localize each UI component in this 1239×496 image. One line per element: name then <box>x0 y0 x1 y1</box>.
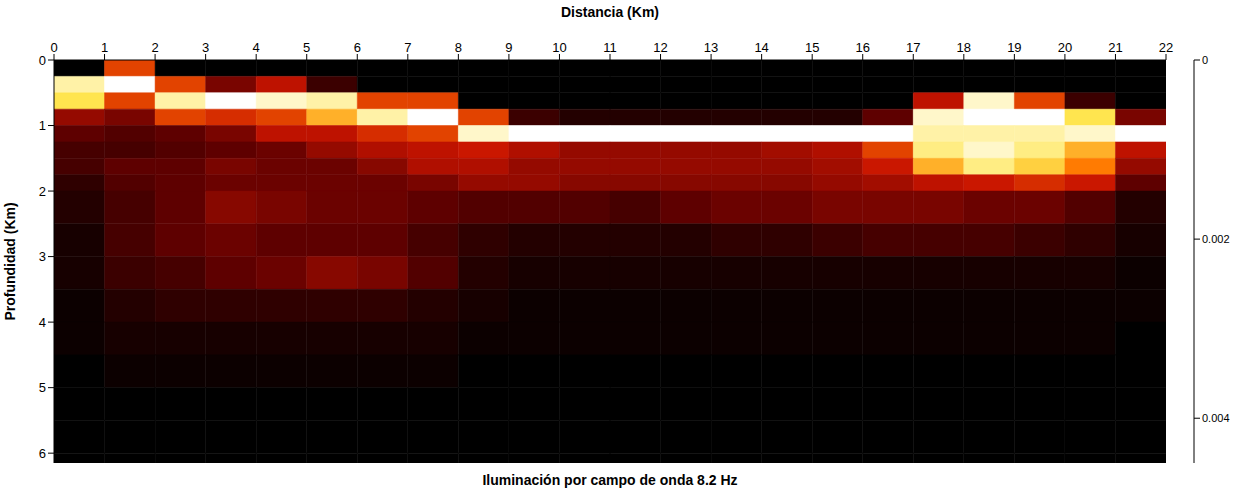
svg-text:Distancia (Km): Distancia (Km) <box>561 4 659 20</box>
svg-text:3: 3 <box>39 249 46 264</box>
svg-text:13: 13 <box>704 40 718 55</box>
svg-text:12: 12 <box>653 40 667 55</box>
svg-text:0.002: 0.002 <box>1202 233 1230 245</box>
svg-text:2: 2 <box>151 40 158 55</box>
svg-text:6: 6 <box>354 40 361 55</box>
html-text:Iluminación por campo de onda: Iluminación por campo de onda 8.2 Hz <box>482 472 738 488</box>
svg-text:22: 22 <box>1159 40 1173 55</box>
svg-text:6: 6 <box>39 446 46 461</box>
svg-text:3: 3 <box>202 40 209 55</box>
svg-text:8: 8 <box>455 40 462 55</box>
svg-text:18: 18 <box>957 40 971 55</box>
svg-text:9: 9 <box>505 40 512 55</box>
svg-text:11: 11 <box>603 40 617 55</box>
svg-text:1: 1 <box>101 40 108 55</box>
svg-text:5: 5 <box>39 380 46 395</box>
svg-text:5: 5 <box>303 40 310 55</box>
svg-text:15: 15 <box>805 40 819 55</box>
svg-text:0.004: 0.004 <box>1202 412 1230 424</box>
svg-text:0: 0 <box>1202 54 1208 66</box>
svg-text:4: 4 <box>39 315 46 330</box>
svg-text:0: 0 <box>39 53 46 68</box>
svg-text:20: 20 <box>1058 40 1072 55</box>
svg-text:4: 4 <box>253 40 260 55</box>
svg-text:0: 0 <box>50 40 57 55</box>
svg-text:16: 16 <box>855 40 869 55</box>
svg-text:7: 7 <box>404 40 411 55</box>
svg-text:1: 1 <box>39 118 46 133</box>
svg-text:17: 17 <box>906 40 920 55</box>
svg-text:10: 10 <box>552 40 566 55</box>
svg-text:14: 14 <box>754 40 768 55</box>
svg-text:Profundidad (Km): Profundidad (Km) <box>2 202 18 320</box>
svg-text:2: 2 <box>39 184 46 199</box>
svg-text:21: 21 <box>1108 40 1122 55</box>
svg-text:19: 19 <box>1007 40 1021 55</box>
